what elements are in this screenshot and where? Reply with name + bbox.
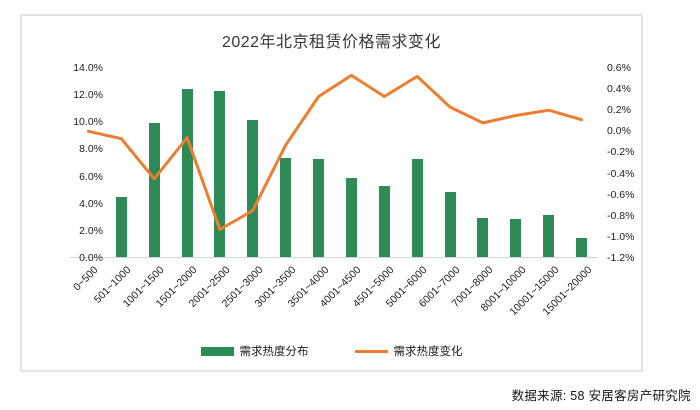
left-axis-tick: 10.0% [73,116,103,129]
bar-6001~7000 [444,191,456,257]
left-axis-tick: 8.0% [79,143,103,156]
left-axis-tick: 12.0% [73,89,103,102]
right-axis-tick: 0.6% [607,62,631,74]
bar-2501~3000 [247,119,259,257]
bar-10001~15000 [543,214,555,257]
right-axis-tick: 0.4% [607,83,631,96]
bar-4001~4500 [345,178,357,257]
x-axis-line [70,257,598,258]
data-source-caption: 数据来源: 58 安居客房产研究院 [511,389,691,403]
legend-item-bars: 需求热度分布 [200,343,309,359]
legend: 需求热度分布 需求热度变化 [22,343,641,359]
bar-4501~5000 [378,186,390,257]
line-series [86,73,584,231]
demand-change-line [86,73,584,231]
x-axis-labels: 0~500 501~1000 1001~1500 1501~2000 2001~2500… [72,264,598,324]
right-axis-tick: -1.2% [607,252,635,264]
bar-swatch-icon [200,346,234,356]
right-axis-tick: -0.8% [607,209,635,222]
legend-label-line: 需求热度变化 [393,346,463,358]
legend-label-bars: 需求热度分布 [239,346,309,358]
chart-title: 2022年北京租赁价格需求变化 [221,34,442,51]
bar-8001~10000 [510,219,522,257]
bar-2001~2500 [214,91,226,257]
bar-3001~3500 [280,157,292,257]
left-axis-tick: 6.0% [79,170,103,183]
right-axis-tick: -0.6% [607,188,635,201]
plot-area [70,68,598,258]
bar-501~1000 [115,197,127,257]
right-axis-tick: -0.2% [607,146,635,159]
left-axis-tick: 0.0% [79,252,103,264]
bar-7001~8000 [477,217,489,257]
bar-1001~1500 [148,122,160,257]
x-axis-label: 0~500 [71,264,101,294]
left-axis-tick: 4.0% [79,197,103,210]
left-axis-tick: 2.0% [79,224,103,237]
bar-15001~20000 [576,238,588,257]
bar-1501~2000 [181,88,193,257]
right-axis-tick: -0.4% [607,167,635,180]
chart-card: 2022年北京租赁价格需求变化 0~500 501~1000 1001~1500 15… [20,14,643,372]
right-axis-tick: -1.0% [607,230,635,243]
bar-5001~6000 [411,159,423,257]
bar-3501~4000 [313,159,325,257]
line-swatch-icon [354,349,388,353]
right-axis-tick: 0.2% [607,104,631,117]
left-axis-tick: 14.0% [73,62,103,74]
legend-item-line: 需求热度变化 [354,343,463,359]
right-axis-tick: 0.0% [607,125,631,138]
